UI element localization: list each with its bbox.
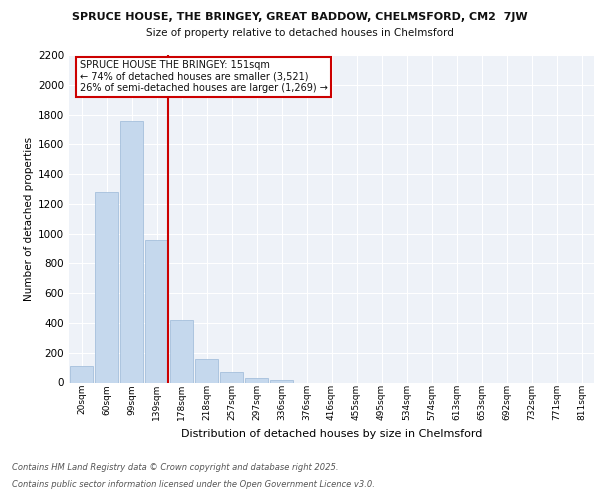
Bar <box>270 380 293 382</box>
Text: Contains HM Land Registry data © Crown copyright and database right 2025.: Contains HM Land Registry data © Crown c… <box>12 464 338 472</box>
Text: Contains public sector information licensed under the Open Government Licence v3: Contains public sector information licen… <box>12 480 375 489</box>
Y-axis label: Number of detached properties: Number of detached properties <box>24 136 34 301</box>
Bar <box>145 240 168 382</box>
Bar <box>245 378 268 382</box>
Text: Size of property relative to detached houses in Chelmsford: Size of property relative to detached ho… <box>146 28 454 38</box>
Bar <box>120 120 143 382</box>
Bar <box>95 192 118 382</box>
Bar <box>70 366 93 382</box>
Bar <box>170 320 193 382</box>
Bar <box>195 360 218 382</box>
Bar <box>220 372 243 382</box>
Text: SPRUCE HOUSE, THE BRINGEY, GREAT BADDOW, CHELMSFORD, CM2  7JW: SPRUCE HOUSE, THE BRINGEY, GREAT BADDOW,… <box>72 12 528 22</box>
Text: SPRUCE HOUSE THE BRINGEY: 151sqm
← 74% of detached houses are smaller (3,521)
26: SPRUCE HOUSE THE BRINGEY: 151sqm ← 74% o… <box>79 60 328 93</box>
X-axis label: Distribution of detached houses by size in Chelmsford: Distribution of detached houses by size … <box>181 428 482 438</box>
